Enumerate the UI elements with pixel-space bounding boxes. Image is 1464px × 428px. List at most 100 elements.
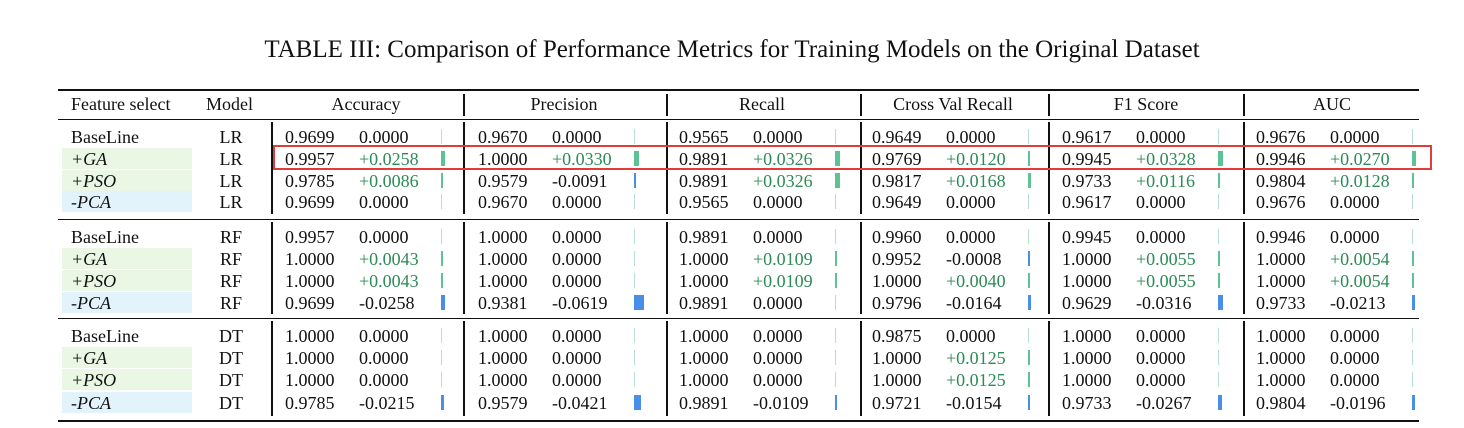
metric-value: 0.9796 xyxy=(872,293,922,313)
metric-value: 0.9649 xyxy=(872,127,922,147)
model-label: LR xyxy=(219,149,243,169)
delta-bar xyxy=(1218,229,1219,244)
metric-value: 1.0000 xyxy=(1256,326,1306,346)
delta-bar xyxy=(1412,295,1416,310)
delta-bar xyxy=(441,395,445,410)
header-precision: Precision xyxy=(530,94,598,114)
metric-delta: 0.0000 xyxy=(1136,370,1186,390)
feature-label: BaseLine xyxy=(71,127,139,147)
feature-bg xyxy=(62,292,192,313)
metric-delta: -0.0164 xyxy=(946,293,1002,313)
metric-value: 0.9945 xyxy=(1062,227,1112,247)
metric-delta: 0.0000 xyxy=(359,227,409,247)
delta-bar xyxy=(1028,173,1031,188)
header-separator xyxy=(1048,94,1050,116)
delta-bar xyxy=(1412,151,1417,166)
delta-bar xyxy=(634,129,635,144)
feature-bg xyxy=(62,170,192,191)
delta-bar xyxy=(835,395,837,410)
delta-bar xyxy=(835,194,836,209)
model-label: RF xyxy=(219,271,243,291)
metric-delta: +0.0128 xyxy=(1330,171,1390,191)
delta-bar xyxy=(1028,151,1030,166)
metric-delta: 0.0000 xyxy=(552,348,602,368)
metric-value: 0.9676 xyxy=(1256,127,1306,147)
metric-delta: -0.0258 xyxy=(359,293,415,313)
metric-delta: 0.0000 xyxy=(552,271,602,291)
model-label: RF xyxy=(219,227,243,247)
delta-bar xyxy=(835,273,837,288)
feature-label: +PSO xyxy=(71,370,117,390)
feature-label: -PCA xyxy=(71,293,111,313)
delta-bar xyxy=(634,229,635,244)
metric-value: 1.0000 xyxy=(679,370,729,390)
model-label: DT xyxy=(219,348,243,368)
metric-value: 0.9891 xyxy=(679,227,729,247)
delta-bar xyxy=(1218,395,1223,410)
metric-delta: 0.0000 xyxy=(946,326,996,346)
delta-bar xyxy=(1028,328,1029,343)
feature-bg xyxy=(62,270,192,291)
metric-value: 0.9670 xyxy=(478,192,528,212)
feature-label: +PSO xyxy=(71,271,117,291)
metric-delta: 0.0000 xyxy=(1136,326,1186,346)
delta-bar xyxy=(835,350,836,365)
feature-bg xyxy=(62,347,192,368)
metric-delta: 0.0000 xyxy=(359,326,409,346)
delta-bar xyxy=(634,328,635,343)
metric-delta: 0.0000 xyxy=(552,370,602,390)
header-rule xyxy=(58,119,1419,121)
metric-value: 0.9733 xyxy=(1256,293,1306,313)
metric-value: 0.9699 xyxy=(285,127,335,147)
metric-value: 0.9891 xyxy=(679,171,729,191)
metric-value: 0.9565 xyxy=(679,192,729,212)
metric-delta: 0.0000 xyxy=(753,293,803,313)
delta-bar xyxy=(1028,194,1029,209)
delta-bar xyxy=(835,129,836,144)
delta-bar xyxy=(1218,194,1219,209)
metric-delta: +0.0055 xyxy=(1136,249,1196,269)
metric-delta: -0.0213 xyxy=(1330,293,1386,313)
metric-delta: +0.0043 xyxy=(359,249,419,269)
column-separator xyxy=(666,321,668,416)
delta-bar xyxy=(441,229,442,244)
metric-value: 1.0000 xyxy=(679,326,729,346)
metric-delta: 0.0000 xyxy=(552,127,602,147)
delta-bar xyxy=(634,395,641,410)
model-label: DT xyxy=(219,370,243,390)
metric-value: 0.9649 xyxy=(872,192,922,212)
delta-bar xyxy=(441,273,443,288)
feature-label: +GA xyxy=(71,348,108,368)
model-label: DT xyxy=(219,326,243,346)
metric-delta: +0.0040 xyxy=(946,271,1006,291)
column-separator xyxy=(1243,222,1245,314)
delta-bar xyxy=(1412,229,1413,244)
column-separator xyxy=(1048,321,1050,416)
delta-bar xyxy=(835,251,837,266)
metric-delta: +0.0330 xyxy=(552,149,612,169)
metric-value: 0.9381 xyxy=(478,293,528,313)
metric-value: 0.9945 xyxy=(1062,149,1112,169)
delta-bar xyxy=(634,350,635,365)
metric-delta: +0.0054 xyxy=(1330,271,1390,291)
column-separator xyxy=(1243,321,1245,416)
feature-label: +GA xyxy=(71,249,108,269)
delta-bar xyxy=(441,151,445,166)
metric-value: 1.0000 xyxy=(1062,326,1112,346)
delta-bar xyxy=(1028,251,1030,266)
metric-delta: 0.0000 xyxy=(1330,348,1380,368)
delta-bar xyxy=(1412,350,1413,365)
delta-bar xyxy=(1218,328,1219,343)
top-rule xyxy=(58,89,1419,91)
feature-bg xyxy=(62,148,192,169)
feature-label: BaseLine xyxy=(71,326,139,346)
delta-bar xyxy=(1028,229,1029,244)
delta-bar xyxy=(1028,350,1030,365)
metric-value: 1.0000 xyxy=(1062,249,1112,269)
metric-value: 1.0000 xyxy=(872,271,922,291)
delta-bar xyxy=(634,273,635,288)
metric-delta: +0.0109 xyxy=(753,271,813,291)
metric-delta: +0.0328 xyxy=(1136,149,1196,169)
delta-bar xyxy=(835,372,836,387)
metric-delta: +0.0270 xyxy=(1330,149,1390,169)
